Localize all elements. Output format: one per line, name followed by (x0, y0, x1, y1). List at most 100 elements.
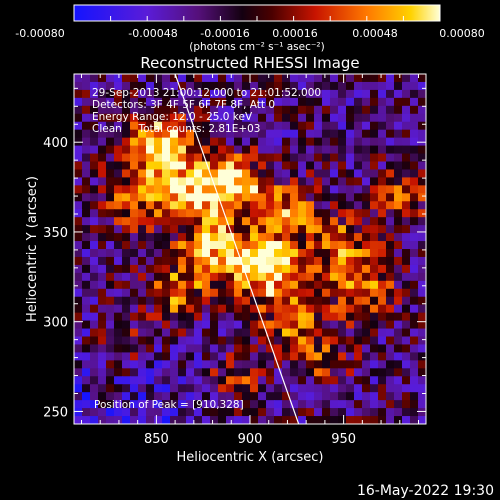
heatmap-cell (226, 368, 235, 377)
heatmap-cell (146, 312, 155, 322)
heatmap-cell (210, 209, 219, 218)
heatmap-cell (258, 177, 267, 186)
heatmap-cell (346, 233, 355, 242)
heatmap-cell (162, 169, 171, 178)
heatmap-cell (394, 360, 403, 369)
heatmap-cell (290, 121, 299, 131)
heatmap-cell (378, 241, 387, 250)
heatmap-cell (146, 304, 155, 314)
heatmap-cell (210, 81, 219, 91)
heatmap-cell (122, 304, 131, 314)
heatmap-cell (210, 296, 219, 306)
heatmap-cell (202, 241, 211, 250)
heatmap-cell (178, 416, 187, 424)
heatmap-cell (306, 209, 315, 218)
heatmap-cell (202, 113, 211, 123)
heatmap-cell (194, 145, 203, 155)
heatmap-cell (322, 384, 331, 393)
heatmap-cell (274, 105, 283, 115)
heatmap-cell (242, 225, 251, 234)
heatmap-cell (210, 177, 219, 186)
heatmap-cell (122, 344, 131, 353)
heatmap-cell (114, 209, 123, 218)
heatmap-cell (74, 280, 83, 290)
heatmap-cell (146, 89, 155, 99)
heatmap-cell (82, 177, 91, 186)
heatmap-cell (282, 328, 291, 338)
heatmap-cell (378, 153, 387, 163)
heatmap-cell (186, 376, 195, 385)
heatmap-cell (186, 249, 195, 258)
heatmap-cell (314, 376, 323, 385)
heatmap-cell (330, 328, 339, 338)
heatmap-cell (250, 113, 259, 123)
heatmap-cell (362, 137, 371, 147)
heatmap-cell (114, 344, 123, 353)
heatmap-cell (378, 368, 387, 377)
heatmap-cell (138, 74, 147, 83)
heatmap-cell (74, 352, 83, 361)
heatmap-cell (146, 225, 155, 234)
heatmap-cell (114, 81, 123, 91)
heatmap-cell (322, 304, 331, 314)
heatmap-cell (114, 225, 123, 234)
heatmap-cell (394, 209, 403, 218)
heatmap-cell (290, 272, 299, 282)
heatmap-cell (122, 328, 131, 338)
heatmap-cell (418, 161, 426, 171)
heatmap-cell (386, 161, 395, 171)
heatmap-cell (322, 264, 331, 274)
heatmap-cell (82, 217, 91, 226)
heatmap-cell (306, 352, 315, 361)
heatmap-cell (314, 304, 323, 314)
heatmap-cell (202, 384, 211, 393)
heatmap-cell (258, 408, 267, 417)
heatmap-cell (418, 376, 426, 385)
heatmap-cell (418, 360, 426, 369)
heatmap-cell (98, 272, 107, 282)
heatmap-cell (338, 320, 347, 330)
heatmap-cell (330, 129, 339, 139)
heatmap-cell (378, 209, 387, 218)
heatmap-cell (130, 193, 139, 202)
heatmap-cell (210, 153, 219, 163)
heatmap-cell (306, 296, 315, 306)
annotation-time-range: 29-Sep-2013 21:00:12.000 to 21:01:52.000 (92, 87, 321, 99)
heatmap-cell (178, 137, 187, 147)
heatmap-cell (314, 177, 323, 186)
heatmap-cell (322, 225, 331, 234)
heatmap-cell (202, 233, 211, 242)
heatmap-cell (130, 416, 139, 424)
heatmap-cell (74, 344, 83, 353)
heatmap-cell (338, 264, 347, 274)
heatmap-cell (210, 336, 219, 346)
heatmap-cell (242, 137, 251, 147)
heatmap-cell (138, 352, 147, 361)
heatmap-cell (90, 280, 99, 290)
heatmap-cell (194, 408, 203, 417)
heatmap-cell (250, 169, 259, 178)
heatmap-cell (250, 97, 259, 107)
heatmap-cell (210, 280, 219, 290)
heatmap-cell (154, 344, 163, 353)
heatmap-cell (354, 169, 363, 178)
heatmap-cell (138, 97, 147, 107)
heatmap-cell (242, 400, 251, 409)
heatmap-cell (378, 320, 387, 330)
heatmap-cell (298, 74, 307, 83)
heatmap-cell (386, 272, 395, 282)
heatmap-cell (234, 177, 243, 186)
heatmap-cell (394, 129, 403, 139)
colorbar-unit-label: (photons cm⁻² s⁻¹ asec⁻²) (189, 41, 324, 53)
heatmap-cell (90, 249, 99, 258)
heatmap-cell (114, 360, 123, 369)
heatmap-cell (146, 392, 155, 401)
heatmap-cell (402, 408, 411, 417)
heatmap-cell (314, 400, 323, 409)
heatmap-cell (330, 360, 339, 369)
heatmap-cell (354, 384, 363, 393)
heatmap-cell (338, 328, 347, 338)
heatmap-cell (354, 368, 363, 377)
heatmap-cell (154, 217, 163, 226)
heatmap-cell (338, 74, 347, 83)
